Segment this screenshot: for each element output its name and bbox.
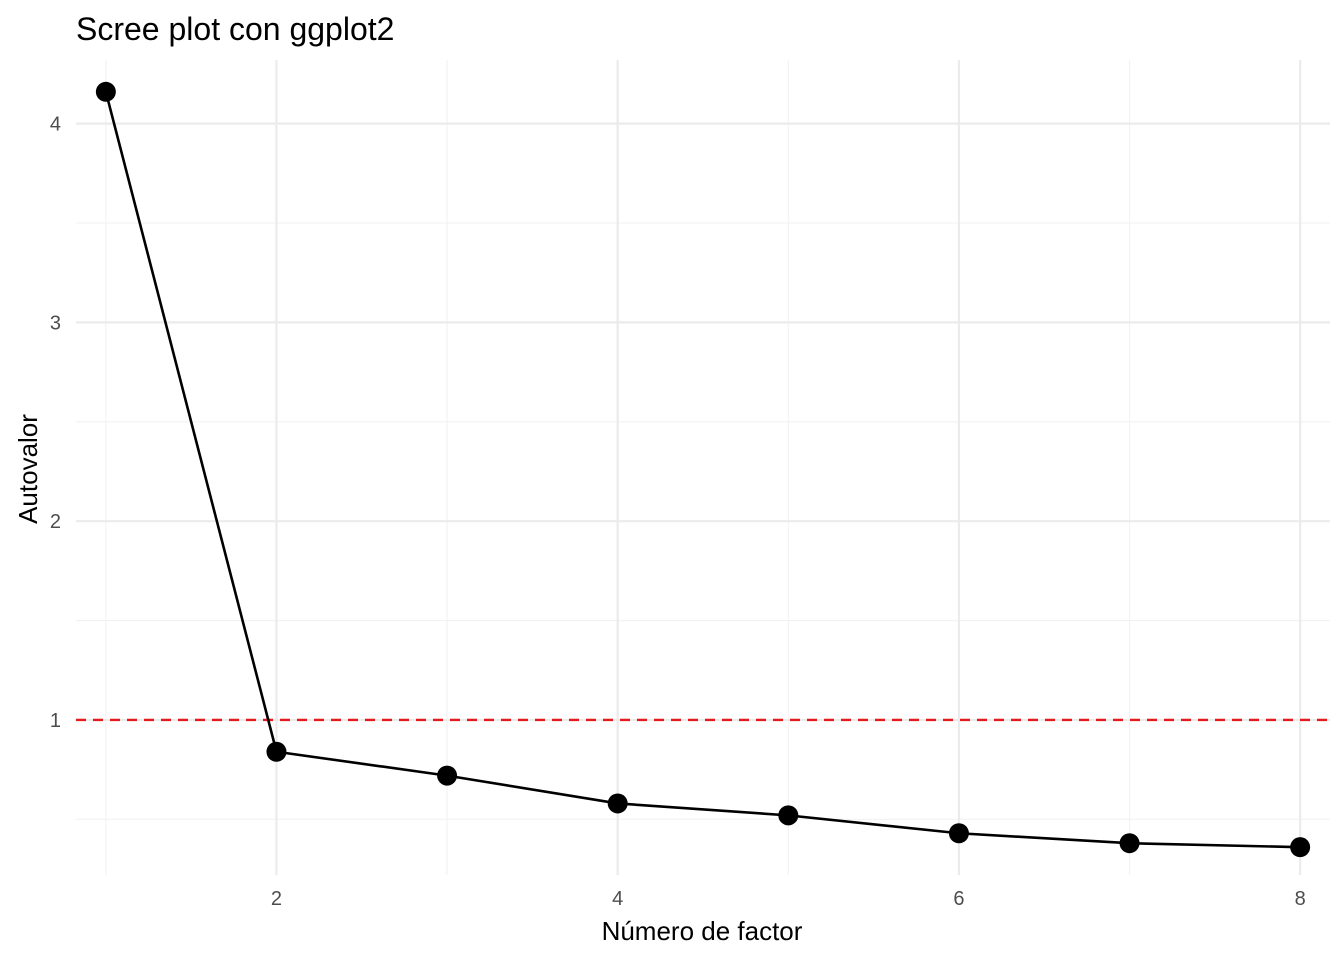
data-point-6 (948, 823, 969, 844)
y-tick-label-1: 1 (50, 710, 61, 732)
data-point-3 (437, 765, 458, 786)
y-axis-title: Autovalor (13, 414, 43, 524)
series-line (104, 91, 1301, 849)
y-tick-label-2: 2 (50, 511, 61, 533)
x-tick-labels: 2 4 6 8 (271, 888, 1306, 910)
data-point-8 (1290, 837, 1311, 858)
series-line-layer (104, 91, 1301, 849)
x-tick-label-2: 2 (271, 888, 282, 910)
data-point-7 (1119, 833, 1140, 854)
y-tick-label-3: 3 (50, 312, 61, 334)
series-points-layer (95, 81, 1311, 858)
grid (76, 60, 1330, 875)
data-point-2 (266, 741, 287, 762)
data-point-4 (607, 793, 628, 814)
x-tick-label-8: 8 (1295, 888, 1306, 910)
x-axis-title: Número de factor (602, 916, 803, 946)
y-tick-label-4: 4 (50, 114, 61, 136)
x-tick-label-4: 4 (612, 888, 623, 910)
chart-title: Scree plot con ggplot2 (76, 11, 394, 47)
data-point-1 (95, 81, 116, 102)
data-point-5 (778, 805, 799, 826)
y-tick-labels: 1 2 3 4 (50, 114, 61, 732)
x-tick-label-6: 6 (953, 888, 964, 910)
